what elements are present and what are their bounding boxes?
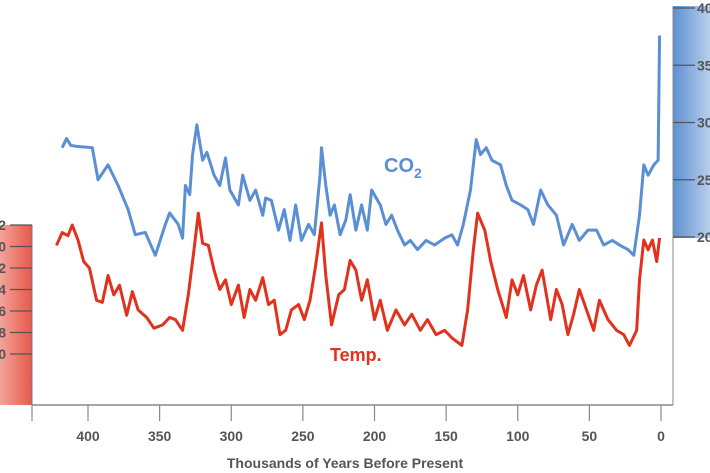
x-tick-label: 250 — [291, 428, 315, 444]
temperature-series-label: Temp. — [330, 345, 382, 365]
x-tick-label: 350 — [148, 428, 172, 444]
x-tick-label: 300 — [220, 428, 244, 444]
x-tick-label: 50 — [582, 428, 598, 444]
x-tick-label: 100 — [506, 428, 530, 444]
temperature-tick-label: 2 — [0, 217, 6, 233]
co2-tick-label: 20 — [697, 229, 710, 245]
co2-series-line — [60, 35, 662, 257]
co2-tick-label: 30 — [697, 115, 710, 131]
temperature-tick-label: 0 — [0, 239, 6, 255]
co2-tick-label: 25 — [697, 172, 710, 188]
temperature-series-line — [55, 211, 662, 347]
temperature-tick-label: 2 — [0, 260, 6, 276]
x-tick-label: 150 — [434, 428, 458, 444]
x-axis-title: Thousands of Years Before Present — [227, 455, 464, 471]
temperature-tick-label: 6 — [0, 303, 6, 319]
co2-tick-label: 40 — [697, 0, 710, 16]
temperature-tick-label: 8 — [0, 325, 6, 341]
temperature-tick-label: 4 — [0, 282, 6, 298]
co2-series-label: CO2 — [384, 155, 422, 181]
x-tick-label: 200 — [363, 428, 387, 444]
co2-tick-label: 35 — [697, 57, 710, 73]
temperature-tick-label: 0 — [0, 346, 6, 362]
temperature-axis-bar — [0, 225, 32, 405]
x-tick-label: 400 — [76, 428, 100, 444]
x-tick-label: 0 — [657, 428, 665, 444]
